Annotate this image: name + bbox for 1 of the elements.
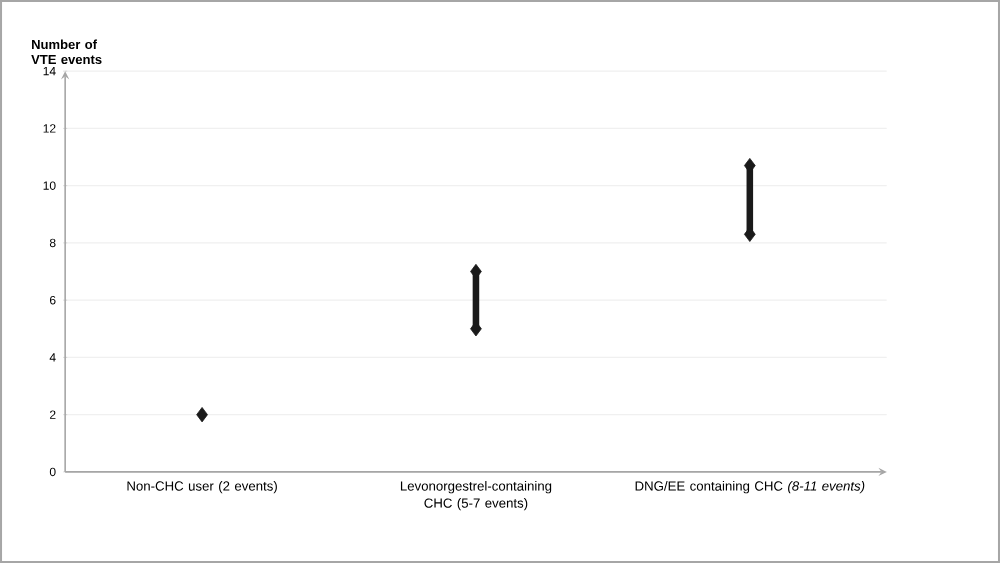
point <box>196 407 208 423</box>
